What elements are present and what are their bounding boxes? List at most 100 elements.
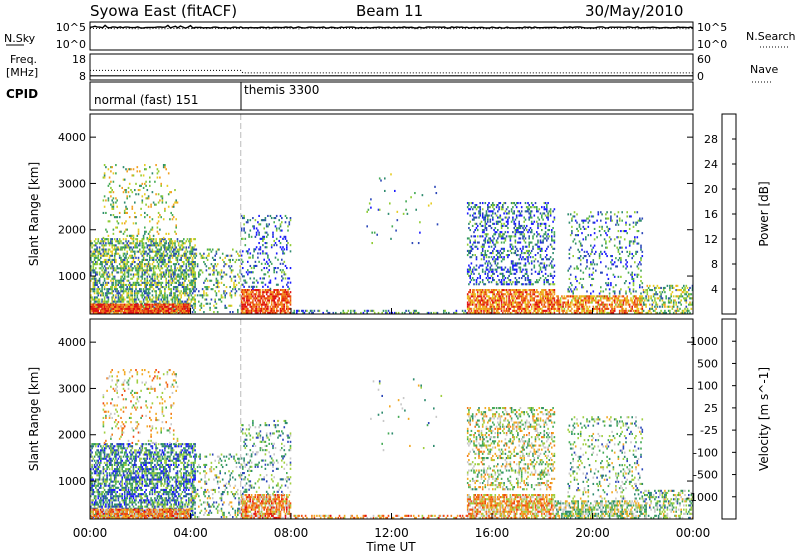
scatter-cell — [135, 269, 137, 272]
scatter-cell — [495, 270, 498, 273]
scatter-cell — [223, 292, 225, 295]
scatter-cell — [190, 283, 193, 286]
scatter-cell — [247, 299, 249, 302]
scatter-cell — [100, 305, 102, 308]
scatter-cell — [203, 304, 205, 307]
scatter-cell — [110, 263, 112, 266]
scatter-cell — [101, 265, 103, 268]
scatter-cell — [483, 291, 485, 294]
freq-tick-right-bottom: 0 — [697, 70, 704, 83]
scatter-cell — [574, 309, 577, 312]
scatter-cell — [537, 227, 539, 230]
scatter-cell — [107, 258, 110, 261]
scatter-cell — [118, 267, 121, 270]
scatter-cell — [169, 254, 171, 257]
scatter-cell — [493, 247, 495, 250]
scatter-cell — [203, 261, 205, 264]
scatter-cell — [527, 311, 529, 314]
scatter-cell — [169, 256, 171, 259]
scatter-cell — [481, 208, 484, 211]
scatter-cell — [546, 291, 548, 294]
scatter-cell — [288, 301, 291, 304]
scatter-cell — [498, 305, 500, 308]
scatter-cell — [573, 309, 576, 312]
scatter-cell — [142, 309, 145, 312]
scatter-cell — [262, 239, 264, 242]
scatter-cell — [539, 212, 542, 215]
scatter-cell — [106, 309, 108, 312]
scatter-cell — [497, 305, 499, 308]
scatter-cell — [539, 291, 542, 294]
scatter-cell — [551, 245, 553, 248]
scatter-cell — [262, 219, 264, 222]
scatter-cell — [263, 291, 265, 294]
scatter-cell — [90, 244, 92, 247]
scatter-cell — [469, 266, 471, 269]
scatter-cell — [578, 311, 581, 314]
scatter-cell — [544, 277, 547, 280]
scatter-cell — [386, 311, 389, 314]
scatter-cell — [107, 250, 110, 253]
scatter-cell — [103, 172, 106, 175]
scatter-cell — [547, 305, 549, 308]
scatter-cell — [556, 301, 558, 304]
scatter-cell — [131, 296, 134, 299]
scatter-cell — [155, 246, 157, 249]
scatter-cell — [171, 281, 174, 284]
scatter-cell — [480, 220, 483, 223]
scatter-cell — [595, 307, 597, 310]
scatter-cell — [156, 226, 159, 229]
scatter-cell — [532, 256, 534, 259]
scatter-cell — [191, 261, 194, 264]
scatter-cell — [390, 173, 392, 176]
scatter-cell — [257, 297, 259, 300]
scatter-cell — [524, 218, 527, 221]
scatter-cell — [513, 301, 515, 304]
scatter-cell — [475, 283, 478, 286]
scatter-cell — [162, 252, 165, 255]
scatter-cell — [146, 214, 149, 217]
scatter-cell — [184, 254, 186, 257]
scatter-cell — [402, 212, 405, 215]
scatter-cell — [490, 289, 493, 292]
scatter-cell — [547, 299, 549, 302]
scatter-cell — [135, 246, 137, 249]
scatter-cell — [247, 219, 249, 222]
scatter-cell — [179, 292, 181, 295]
scatter-cell — [132, 307, 135, 310]
scatter-cell — [151, 250, 154, 253]
scatter-cell — [522, 256, 524, 259]
scatter-cell — [297, 309, 299, 312]
scatter-cell — [387, 309, 390, 312]
scatter-cell — [131, 286, 134, 289]
scatter-cell — [260, 305, 263, 308]
scatter-cell — [116, 199, 118, 202]
scatter-cell — [284, 214, 287, 217]
scatter-cell — [170, 298, 172, 301]
scatter-cell — [135, 267, 137, 270]
scatter-cell — [479, 212, 481, 215]
scatter-cell — [519, 212, 522, 215]
scatter-cell — [474, 241, 476, 244]
scatter-cell — [543, 283, 546, 286]
scatter-cell — [216, 263, 219, 266]
scatter-cell — [105, 283, 107, 286]
scatter-cell — [524, 299, 527, 302]
scatter-cell — [166, 184, 169, 187]
scatter-cell — [171, 305, 174, 308]
scatter-cell — [529, 309, 532, 312]
scatter-cell — [93, 252, 96, 255]
scatter-cell — [122, 232, 125, 235]
scatter-cell — [238, 288, 240, 291]
scatter-cell — [107, 252, 110, 255]
scatter-cell — [533, 206, 536, 209]
scatter-cell — [492, 258, 494, 261]
scatter-cell — [98, 305, 101, 308]
scatter-cell — [502, 293, 504, 296]
scatter-cell — [259, 246, 262, 249]
scatter-cell — [520, 233, 523, 236]
scatter-cell — [542, 309, 544, 312]
scatter-cell — [157, 250, 160, 253]
scatter-cell — [500, 222, 503, 225]
scatter-cell — [566, 301, 568, 304]
